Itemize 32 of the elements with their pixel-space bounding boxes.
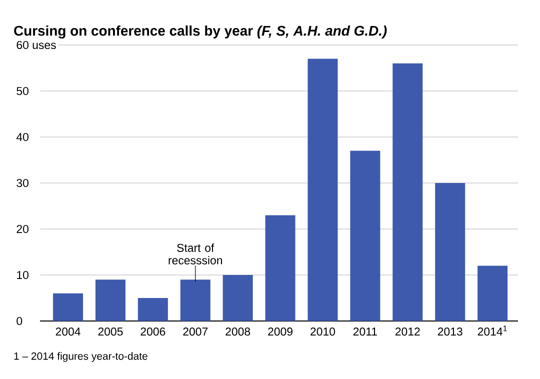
y-tick-label: 0 xyxy=(16,316,22,326)
bar xyxy=(138,298,168,321)
chart-title: Cursing on conference calls by year (F, S, A.H. and G.D.) xyxy=(14,25,387,39)
bar xyxy=(222,275,253,321)
bar xyxy=(265,215,296,321)
bar xyxy=(435,183,466,321)
bar xyxy=(180,280,210,321)
y-tick-label: 60 uses xyxy=(16,40,56,50)
x-tick-label: 2010 xyxy=(310,328,336,336)
y-tick-label: 50 xyxy=(16,86,28,96)
y-tick-label: 20 xyxy=(16,224,28,234)
bar xyxy=(478,266,508,321)
x-tick-label: 2009 xyxy=(268,328,292,336)
y-tick-label: 30 xyxy=(16,178,28,188)
x-tick-label: 2011 xyxy=(353,328,377,336)
y-tick-label: 40 xyxy=(16,132,28,142)
x-tick-label: 2004 xyxy=(56,328,80,336)
x-tick-label: 2007 xyxy=(183,328,208,336)
bar xyxy=(350,150,380,321)
bar xyxy=(53,293,84,321)
bar xyxy=(308,58,338,321)
x-tick-label: 2014$^{1}$ xyxy=(478,326,507,336)
x-tick-label: 2013 xyxy=(438,328,462,336)
x-tick-label: 2012 xyxy=(395,328,420,336)
bar xyxy=(95,280,126,321)
y-tick-label: 10 xyxy=(17,270,28,280)
text: 1 – 2014 figures year-to-date xyxy=(14,352,148,362)
x-tick-label: 2006 xyxy=(140,328,166,336)
annotation: Start of recesssion xyxy=(168,244,222,264)
x-tick-label: 2005 xyxy=(98,328,123,336)
bar xyxy=(392,63,423,321)
x-tick-label: 2008 xyxy=(226,328,250,336)
